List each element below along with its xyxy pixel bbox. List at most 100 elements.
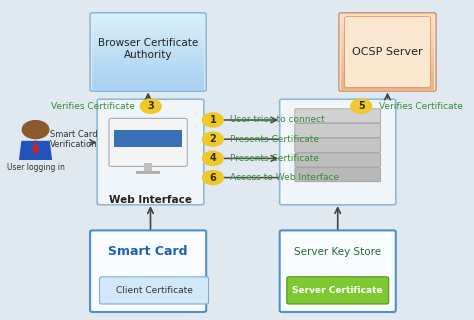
Text: Presents Certificate: Presents Certificate: [230, 135, 319, 144]
Bar: [92, 19, 204, 22]
Bar: [341, 81, 434, 84]
Bar: [341, 74, 434, 77]
Text: Server Certificate: Server Certificate: [292, 286, 383, 295]
Bar: [92, 71, 204, 75]
FancyBboxPatch shape: [280, 230, 396, 312]
Bar: [92, 24, 204, 27]
Bar: [341, 84, 434, 87]
Text: Server Key Store: Server Key Store: [294, 247, 381, 257]
Text: Verifies Certificate: Verifies Certificate: [379, 102, 463, 111]
Bar: [136, 171, 160, 174]
Bar: [92, 14, 204, 17]
Circle shape: [202, 113, 223, 127]
Bar: [341, 64, 434, 67]
Bar: [92, 36, 204, 39]
Bar: [92, 39, 204, 42]
Bar: [92, 34, 204, 37]
Bar: [341, 21, 434, 24]
FancyBboxPatch shape: [295, 138, 381, 152]
Text: OCSP Server: OCSP Server: [352, 47, 423, 57]
Bar: [92, 69, 204, 72]
Bar: [341, 67, 434, 69]
FancyBboxPatch shape: [100, 277, 209, 304]
Bar: [341, 76, 434, 80]
Bar: [341, 16, 434, 20]
Bar: [92, 49, 204, 52]
FancyBboxPatch shape: [90, 230, 206, 312]
Bar: [92, 74, 204, 77]
Bar: [341, 24, 434, 27]
Text: User logging in: User logging in: [7, 163, 64, 172]
Text: 6: 6: [210, 172, 216, 183]
Bar: [341, 19, 434, 22]
FancyBboxPatch shape: [295, 153, 381, 167]
Bar: [92, 44, 204, 47]
Circle shape: [202, 171, 223, 185]
Bar: [92, 54, 204, 57]
Circle shape: [140, 99, 161, 113]
Bar: [341, 61, 434, 65]
Bar: [341, 69, 434, 72]
FancyBboxPatch shape: [109, 118, 187, 166]
Polygon shape: [19, 141, 52, 160]
Bar: [92, 86, 204, 90]
Bar: [341, 34, 434, 37]
Bar: [341, 51, 434, 54]
Text: 2: 2: [210, 134, 216, 144]
Circle shape: [202, 132, 223, 146]
Bar: [92, 26, 204, 29]
Bar: [114, 130, 182, 147]
FancyBboxPatch shape: [295, 168, 381, 182]
Bar: [341, 71, 434, 75]
Text: 4: 4: [210, 153, 216, 164]
Bar: [92, 51, 204, 54]
Bar: [341, 14, 434, 17]
Text: Smart Card: Smart Card: [109, 245, 188, 258]
Text: Client Certificate: Client Certificate: [116, 286, 192, 295]
Bar: [92, 16, 204, 20]
Bar: [341, 36, 434, 39]
FancyBboxPatch shape: [97, 99, 204, 205]
Bar: [92, 29, 204, 32]
FancyBboxPatch shape: [295, 109, 381, 123]
Bar: [341, 41, 434, 44]
Bar: [341, 46, 434, 50]
FancyBboxPatch shape: [280, 99, 396, 205]
Polygon shape: [32, 139, 39, 155]
Text: Access to Web Interface: Access to Web Interface: [230, 173, 339, 182]
Bar: [144, 163, 152, 171]
Bar: [92, 59, 204, 62]
Bar: [92, 41, 204, 44]
Bar: [92, 21, 204, 24]
Bar: [341, 54, 434, 57]
Bar: [92, 61, 204, 65]
Bar: [92, 81, 204, 84]
Circle shape: [351, 99, 372, 113]
Bar: [341, 49, 434, 52]
Bar: [341, 59, 434, 62]
Bar: [341, 31, 434, 35]
FancyBboxPatch shape: [287, 277, 389, 304]
Text: 3: 3: [147, 101, 154, 111]
Bar: [92, 79, 204, 82]
Bar: [341, 86, 434, 90]
FancyBboxPatch shape: [345, 17, 430, 87]
Bar: [92, 84, 204, 87]
Bar: [341, 44, 434, 47]
Bar: [92, 56, 204, 60]
Text: User tries to connect: User tries to connect: [230, 116, 325, 124]
Text: Smart Card
Verification: Smart Card Verification: [50, 130, 97, 149]
Text: 5: 5: [358, 101, 365, 111]
Bar: [92, 64, 204, 67]
Bar: [341, 26, 434, 29]
Bar: [341, 29, 434, 32]
FancyBboxPatch shape: [295, 124, 381, 138]
Text: Web Interface: Web Interface: [109, 195, 192, 205]
Text: Verifies Certificate: Verifies Certificate: [51, 102, 135, 111]
Bar: [92, 76, 204, 80]
Bar: [341, 39, 434, 42]
Circle shape: [202, 151, 223, 165]
Bar: [341, 79, 434, 82]
Bar: [92, 46, 204, 50]
Text: Browser Certificate
Authority: Browser Certificate Authority: [98, 38, 198, 60]
